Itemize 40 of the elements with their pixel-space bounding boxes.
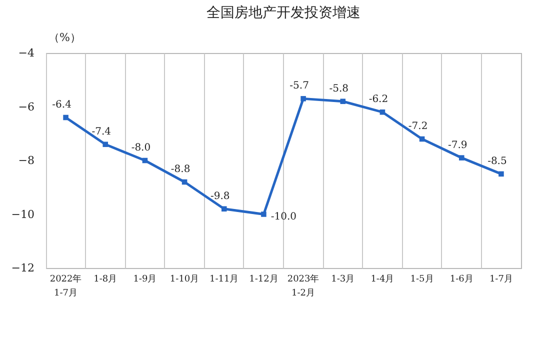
x-tick-label: 1-7月 [489,274,513,284]
y-axis-title: （%） [48,31,81,44]
x-tick-label: 1-8月 [94,274,118,284]
point [221,206,227,212]
data-label: -10.0 [270,211,297,222]
data-label: -7.9 [448,140,468,151]
x-tick-label: 1-4月 [370,274,394,284]
x-tick-label: 1-6月 [450,274,474,284]
point [458,155,464,160]
data-label: -6.4 [52,100,72,110]
x-tick-label: 2022年 1-7月 [50,274,82,298]
data-label: -7.4 [92,126,112,138]
x-tick-label: 1-5月 [410,274,434,284]
x-tick-label: 1-11月 [210,274,239,284]
y-tick-label: −12 [11,262,34,274]
x-tick-label: 1-12月 [249,274,278,284]
point [63,114,68,120]
y-tick-label: −6 [18,100,34,114]
data-label: -8.0 [131,142,151,154]
data-label: -5.7 [290,80,309,92]
point [380,109,386,115]
point [261,212,266,217]
point [340,98,346,104]
data-label: -9.8 [210,190,230,202]
data-label: -6.2 [368,94,388,106]
point [300,96,306,102]
data-label: -8.8 [170,164,190,175]
x-tick-label: 1-3月 [331,274,355,284]
chart-title: 全国房地产开发投资增速 [206,5,360,21]
y-tick-label: −4 [18,46,34,60]
data-label: -7.2 [408,121,428,132]
data-label: -5.8 [329,83,349,94]
point [498,171,504,177]
y-tick-label: −10 [11,208,34,221]
data-label: -8.5 [488,156,507,167]
x-tick-label: 1-10月 [170,274,200,284]
point [102,142,108,148]
y-tick-label: −8 [18,154,34,167]
x-tick-label: 2023年 1-2月 [287,274,320,298]
x-tick-label: 1-9月 [133,274,157,284]
